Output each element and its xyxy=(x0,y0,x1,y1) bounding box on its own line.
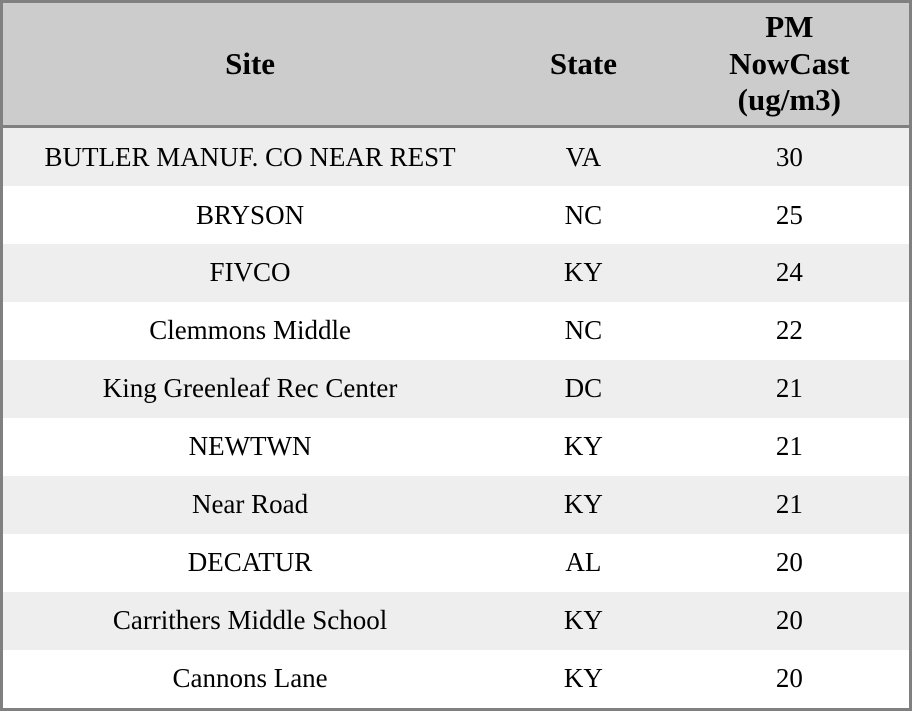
state-cell: KY xyxy=(563,489,603,520)
state-cell: NC xyxy=(564,199,603,230)
header-row: Site State PM NowCast (ug/m3) xyxy=(1,1,911,128)
table-row: King Greenleaf Rec Center DC 21 xyxy=(1,359,911,418)
table-row: DECATUR AL 20 xyxy=(1,533,911,592)
table-row: Carrithers Middle School KY 20 xyxy=(1,591,911,650)
pm-cell: 21 xyxy=(775,489,803,520)
pm-cell: 21 xyxy=(775,431,803,462)
pm-cell: 20 xyxy=(775,605,803,636)
site-cell: King Greenleaf Rec Center xyxy=(102,373,398,404)
site-cell: Cannons Lane xyxy=(172,663,328,694)
site-cell: Near Road xyxy=(191,489,309,520)
table-body: BUTLER MANUF. CO NEAR REST VA 30 BRYSON … xyxy=(1,126,911,710)
state-cell: KY xyxy=(563,663,603,694)
table-row: Cannons Lane KY 20 xyxy=(1,649,911,710)
state-cell: KY xyxy=(563,605,603,636)
pm-cell: 30 xyxy=(775,141,803,172)
state-cell: KY xyxy=(563,257,603,288)
site-cell: Clemmons Middle xyxy=(149,315,351,346)
state-cell: NC xyxy=(564,315,603,346)
pm-cell: 21 xyxy=(775,373,803,404)
table-row: BUTLER MANUF. CO NEAR REST VA 30 xyxy=(1,126,911,187)
site-cell: BRYSON xyxy=(196,199,305,230)
pm-cell: 24 xyxy=(775,257,803,288)
state-cell: VA xyxy=(565,141,602,172)
site-cell: Carrithers Middle School xyxy=(112,605,388,636)
table-row: Near Road KY 21 xyxy=(1,475,911,534)
pm-cell: 20 xyxy=(775,547,803,578)
state-cell: KY xyxy=(563,431,603,462)
state-cell: AL xyxy=(565,547,602,578)
pm-cell: 20 xyxy=(775,663,803,694)
state-cell: DC xyxy=(564,373,603,404)
site-cell: BUTLER MANUF. CO NEAR REST xyxy=(44,141,456,172)
table-row: BRYSON NC 25 xyxy=(1,186,911,244)
header-pm-nowcast: PM NowCast (ug/m3) xyxy=(669,1,911,128)
pm-cell: 25 xyxy=(775,199,803,230)
site-cell: DECATUR xyxy=(187,547,313,578)
table-row: FIVCO KY 24 xyxy=(1,244,911,302)
header-state: State xyxy=(497,1,670,128)
site-cell: FIVCO xyxy=(209,257,291,288)
table-row: Clemmons Middle NC 22 xyxy=(1,301,911,360)
table-header: Site State PM NowCast (ug/m3) xyxy=(1,1,911,128)
pm-cell: 22 xyxy=(775,315,803,346)
site-cell: NEWTWN xyxy=(188,431,312,462)
header-site: Site xyxy=(1,1,498,128)
table-row: NEWTWN KY 21 xyxy=(1,417,911,476)
